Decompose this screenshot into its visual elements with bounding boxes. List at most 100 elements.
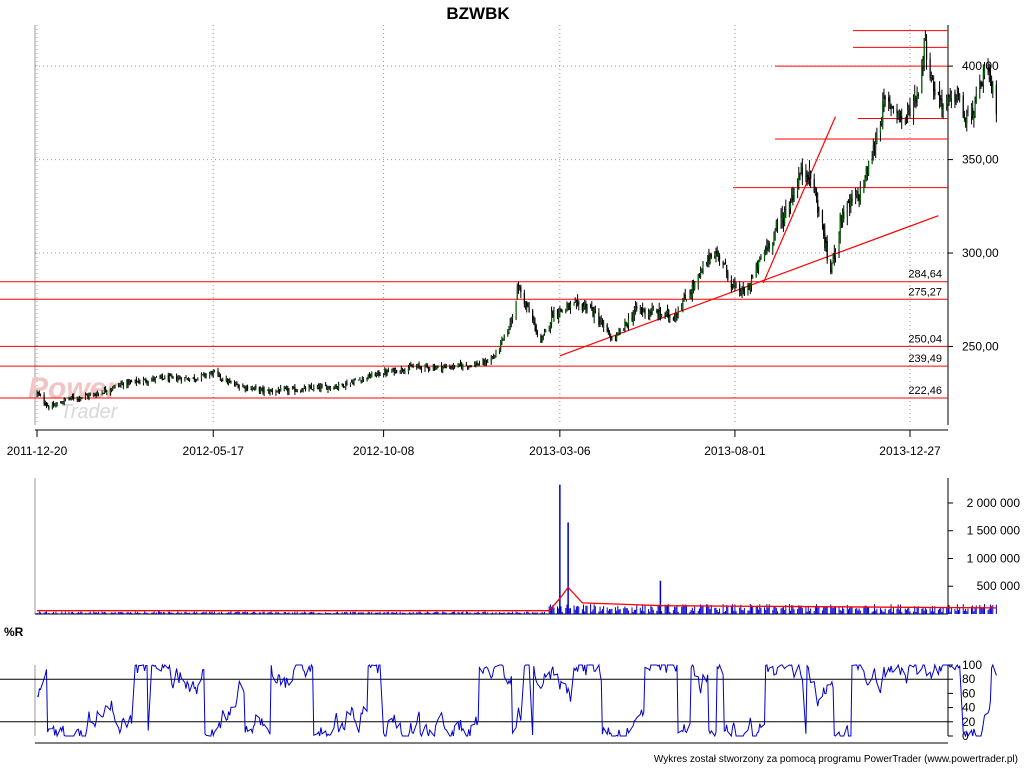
candle-body bbox=[177, 378, 179, 382]
candle-body bbox=[949, 97, 951, 98]
candle-body bbox=[145, 379, 147, 382]
candle-body bbox=[335, 386, 337, 388]
candle-body bbox=[217, 370, 219, 374]
volume-y-tick-label: 2 000 000 bbox=[967, 496, 1021, 510]
candle-body bbox=[702, 265, 704, 269]
candle-body bbox=[548, 326, 550, 329]
candle-body bbox=[830, 260, 832, 272]
candle-body bbox=[338, 383, 340, 388]
candle-body bbox=[982, 73, 984, 85]
candle-body bbox=[980, 82, 982, 86]
candle-body bbox=[225, 378, 227, 382]
candle-body bbox=[164, 376, 166, 380]
candle-body bbox=[487, 361, 489, 363]
candle-body bbox=[435, 367, 437, 369]
candle-body bbox=[866, 167, 869, 175]
candle-body bbox=[849, 200, 851, 208]
candle-body bbox=[891, 107, 893, 109]
candle-body bbox=[160, 375, 162, 378]
candle-body bbox=[484, 360, 486, 365]
candle-body bbox=[245, 386, 247, 389]
candle-body bbox=[138, 380, 140, 383]
candle-body bbox=[366, 377, 368, 379]
candle-body bbox=[591, 307, 593, 309]
candle-body bbox=[970, 104, 973, 117]
candle-body bbox=[341, 383, 343, 385]
candle-body bbox=[375, 373, 378, 376]
candle-body bbox=[420, 367, 423, 370]
candle-body bbox=[437, 365, 439, 367]
candle-body bbox=[923, 38, 925, 62]
candle-body bbox=[275, 391, 277, 394]
candle-body bbox=[781, 215, 783, 220]
candle-body bbox=[369, 376, 372, 378]
candle-body bbox=[302, 388, 304, 391]
watermark-text: Trader bbox=[60, 401, 119, 423]
candle-body bbox=[658, 309, 660, 318]
candle-body bbox=[197, 377, 199, 381]
support-level-label: 222,46 bbox=[908, 385, 942, 397]
candle-body bbox=[379, 375, 381, 376]
candle-body bbox=[155, 376, 158, 378]
candle-body bbox=[566, 306, 568, 312]
candle-body bbox=[295, 391, 297, 392]
candle-body bbox=[502, 338, 504, 340]
candle-body bbox=[162, 378, 165, 380]
candle-body bbox=[724, 262, 727, 265]
candle-body bbox=[731, 285, 734, 286]
candle-body bbox=[808, 167, 811, 178]
footer-credit: Wykres został stworzony za pomocą progra… bbox=[654, 754, 1018, 765]
candle-body bbox=[110, 389, 113, 391]
candle-body bbox=[573, 303, 575, 305]
candle-body bbox=[826, 240, 828, 260]
candle-body bbox=[576, 300, 579, 302]
candle-body bbox=[202, 374, 204, 375]
candle-body bbox=[765, 247, 767, 249]
candle-body bbox=[368, 373, 371, 378]
candle-body bbox=[600, 320, 602, 323]
volume-y-tick-label: 1 000 000 bbox=[967, 551, 1021, 565]
candle-body bbox=[756, 264, 759, 270]
candle-body bbox=[319, 386, 321, 390]
candle-body bbox=[642, 307, 644, 312]
candle-body bbox=[908, 107, 910, 109]
candle-body bbox=[220, 379, 223, 380]
candle-body bbox=[229, 380, 231, 383]
candle-body bbox=[482, 360, 484, 364]
watermark-text: Power bbox=[28, 372, 120, 405]
candle-body bbox=[989, 70, 992, 81]
candle-body bbox=[772, 242, 774, 249]
candle-body bbox=[690, 293, 692, 295]
candle-body bbox=[342, 383, 344, 388]
candle-body bbox=[412, 366, 414, 368]
candle-body bbox=[403, 369, 405, 372]
candle-body bbox=[818, 211, 820, 214]
candle-body bbox=[312, 389, 314, 391]
candle-body bbox=[387, 369, 389, 373]
candle-body bbox=[270, 390, 272, 392]
candle-body bbox=[647, 313, 650, 316]
candle-body bbox=[450, 367, 452, 369]
support-level-label: 250,04 bbox=[908, 333, 942, 345]
candle-body bbox=[296, 391, 298, 392]
candle-body bbox=[598, 312, 600, 325]
candle-body bbox=[436, 366, 438, 369]
candle-body bbox=[354, 379, 356, 381]
candle-body bbox=[392, 368, 394, 372]
candle-body bbox=[495, 351, 497, 356]
candle-body bbox=[857, 191, 859, 196]
candle-body bbox=[644, 309, 646, 315]
candle-body bbox=[171, 375, 173, 377]
candle-body bbox=[535, 325, 537, 333]
candle-body bbox=[652, 309, 654, 311]
candle-body bbox=[494, 356, 496, 358]
candle-body bbox=[358, 379, 360, 381]
candle-body bbox=[599, 323, 601, 326]
candle-body bbox=[634, 305, 637, 311]
candle-body bbox=[940, 98, 942, 101]
candle-body bbox=[921, 65, 923, 94]
x-tick-label: 2012-05-17 bbox=[183, 444, 245, 458]
candle-body bbox=[851, 198, 853, 203]
